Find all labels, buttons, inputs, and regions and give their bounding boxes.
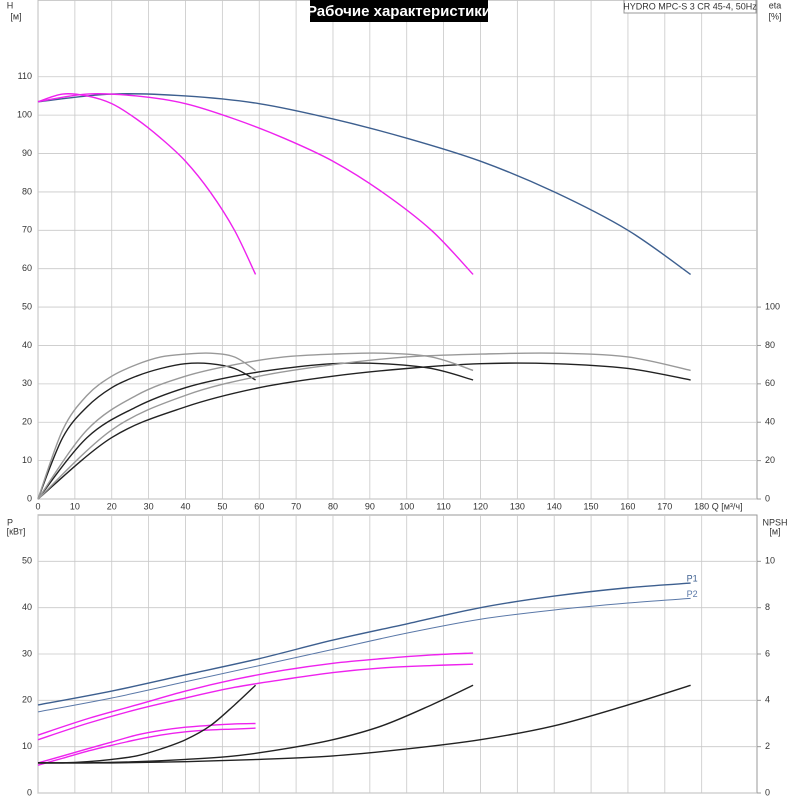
- y2-axis-unit: [м]: [769, 526, 780, 536]
- y2-tick-label: 4: [765, 695, 770, 705]
- curve: [37, 582, 691, 706]
- curve: [37, 597, 691, 713]
- y2-tick-label: 100: [765, 301, 780, 311]
- y-tick-label: 110: [18, 71, 32, 81]
- curve: [37, 722, 256, 764]
- curve: [37, 652, 474, 736]
- x-tick-label: 90: [365, 501, 375, 511]
- x-tick-label: 20: [107, 501, 117, 511]
- curve-label: P2: [687, 589, 698, 599]
- model-box: [623, 0, 757, 14]
- y-tick-label: 10: [22, 741, 32, 751]
- y2-axis-unit: [%]: [768, 11, 781, 21]
- y-tick-label: 50: [22, 301, 32, 311]
- x-tick-label: 110: [436, 501, 450, 511]
- x-tick-label: 70: [291, 501, 301, 511]
- y-axis-label: P: [7, 517, 13, 527]
- y-tick-label: 90: [22, 148, 32, 158]
- y2-axis-label: NPSH: [762, 517, 787, 527]
- x-tick-label: 160: [620, 501, 635, 511]
- y-tick-label: 20: [22, 417, 32, 427]
- y2-tick-label: 6: [765, 648, 770, 658]
- y-tick-label: 70: [22, 225, 32, 235]
- x-tick-label: 140: [547, 501, 562, 511]
- y-tick-label: 10: [22, 455, 32, 465]
- y2-tick-label: 2: [765, 741, 770, 751]
- y-tick-label: 0: [27, 787, 32, 797]
- x-tick-label: 10: [70, 501, 80, 511]
- x-tick-label: 130: [510, 501, 525, 511]
- curve: [37, 352, 256, 500]
- x-tick-label: 170: [657, 501, 672, 511]
- x-tick-label: 50: [217, 501, 227, 511]
- x-tick-label: 0: [35, 501, 40, 511]
- y2-tick-label: 20: [765, 455, 775, 465]
- y2-tick-label: 0: [765, 787, 770, 797]
- y-tick-label: 60: [22, 263, 32, 273]
- chart-title: Рабочие характеристики: [307, 3, 491, 20]
- y-tick-label: 30: [22, 648, 32, 658]
- x-tick-label: 100: [399, 501, 414, 511]
- curve: [37, 93, 474, 275]
- y-tick-label: 0: [27, 493, 32, 503]
- y2-tick-label: 0: [765, 493, 770, 503]
- chart-subtitle: HYDRO MPC-S 3 CR 45-4, 50Hz: [623, 1, 757, 11]
- y2-tick-label: 60: [765, 378, 775, 388]
- y-axis-label: H: [7, 0, 14, 10]
- y-tick-label: 20: [22, 695, 32, 705]
- x-tick-label: 120: [473, 501, 488, 511]
- y-tick-label: 80: [22, 186, 32, 196]
- y-tick-label: 40: [22, 340, 32, 350]
- x-tick-label: 60: [254, 501, 264, 511]
- curve: [37, 362, 256, 500]
- y2-tick-label: 8: [765, 602, 770, 612]
- plot-frame: [37, 0, 758, 500]
- curve: [37, 362, 474, 500]
- y-tick-label: 30: [22, 378, 32, 388]
- x-tick-label: 40: [180, 501, 190, 511]
- curve: [37, 663, 474, 741]
- y-tick-label: 40: [22, 602, 32, 612]
- y2-tick-label: 10: [765, 556, 775, 566]
- curve: [37, 684, 691, 764]
- curve: [37, 362, 691, 500]
- curve-label: P1: [687, 573, 698, 583]
- y2-tick-label: 80: [765, 340, 775, 350]
- curve: [37, 684, 474, 764]
- x-axis-label: Q [м³/ч]: [712, 501, 743, 511]
- curve: [37, 93, 692, 276]
- y-tick-label: 100: [17, 110, 32, 120]
- y2-axis-label: eta: [769, 0, 782, 10]
- x-tick-label: 80: [328, 501, 338, 511]
- curve: [37, 727, 256, 766]
- curve: [37, 684, 257, 764]
- y-axis-unit: [кВт]: [7, 526, 26, 536]
- title-box: [310, 0, 488, 22]
- curve: [37, 352, 474, 500]
- curve: [37, 93, 257, 275]
- curve: [37, 352, 691, 500]
- y2-tick-label: 40: [765, 417, 775, 427]
- x-tick-label: 150: [584, 501, 599, 511]
- y-tick-label: 50: [22, 556, 32, 566]
- y-axis-unit: [м]: [10, 11, 21, 21]
- x-tick-label: 180: [694, 501, 709, 511]
- x-tick-label: 30: [144, 501, 154, 511]
